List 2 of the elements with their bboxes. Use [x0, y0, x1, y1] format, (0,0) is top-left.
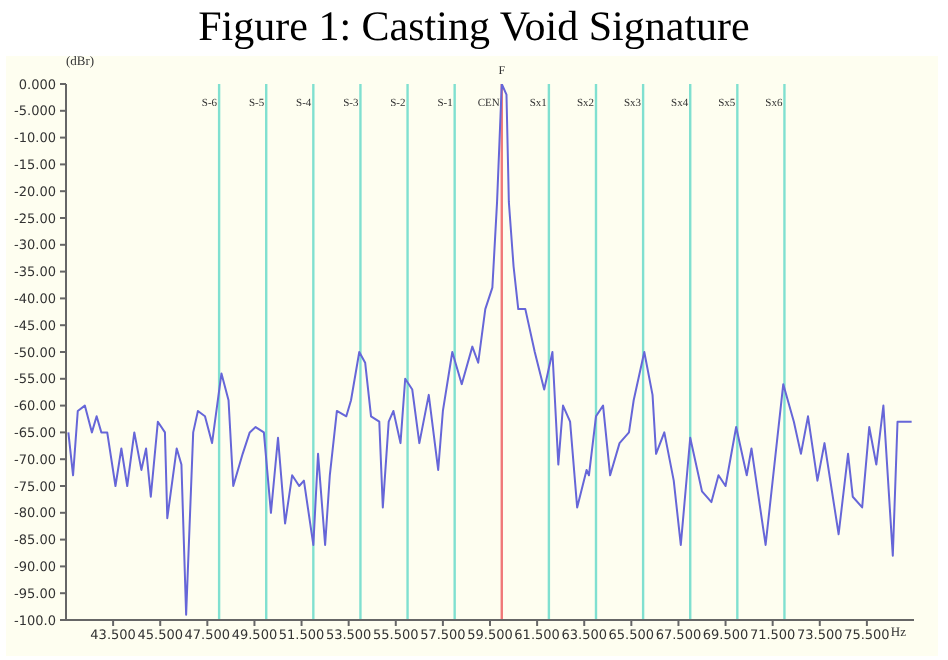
chart-title: Figure 1: Casting Void Signature: [196, 0, 752, 52]
line-series: [67, 84, 913, 616]
